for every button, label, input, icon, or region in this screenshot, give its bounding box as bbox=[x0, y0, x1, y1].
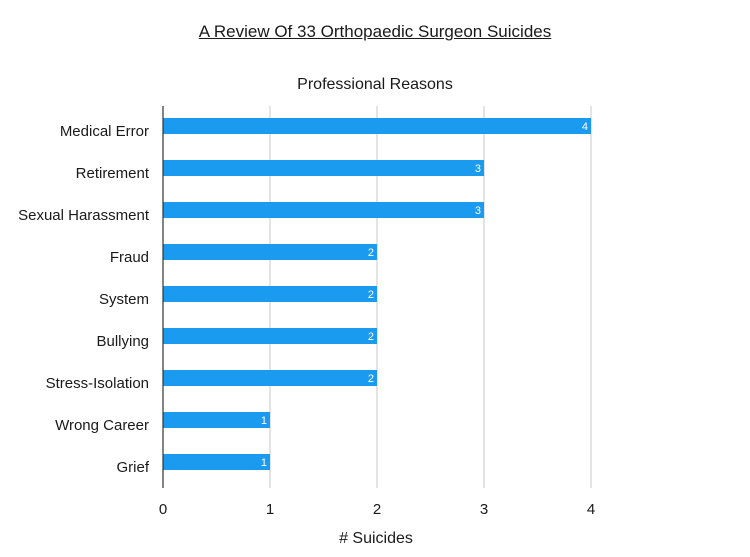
category-label: Bullying bbox=[96, 333, 149, 350]
bar-wrong-career bbox=[163, 412, 270, 428]
x-tick-label: 4 bbox=[587, 501, 595, 518]
data-label: 2 bbox=[368, 247, 374, 259]
bar-stress-isolation bbox=[163, 370, 377, 386]
data-label: 3 bbox=[475, 163, 481, 175]
category-label: Retirement bbox=[76, 165, 150, 182]
axes: 0 1 2 3 4 Medical Error Retirement Sexual Haras… bbox=[18, 106, 595, 518]
data-label: 2 bbox=[368, 373, 374, 385]
data-label: 4 bbox=[582, 121, 588, 133]
x-tick-label: 1 bbox=[266, 501, 274, 518]
bar-sexual-harassment bbox=[163, 202, 484, 218]
bar-bullying bbox=[163, 328, 377, 344]
bars: 4 3 3 2 2 2 2 1 1 bbox=[163, 118, 591, 470]
data-label: 3 bbox=[475, 205, 481, 217]
x-tick-label: 2 bbox=[373, 501, 381, 518]
category-label: Fraud bbox=[110, 249, 149, 266]
chart-title: A Review Of 33 Orthopaedic Surgeon Suici… bbox=[198, 22, 552, 41]
x-axis-title: # Suicides bbox=[339, 530, 413, 547]
category-label: Medical Error bbox=[60, 123, 149, 140]
category-label: Grief bbox=[116, 459, 149, 476]
x-tick-label: 0 bbox=[159, 501, 167, 518]
bar-fraud bbox=[163, 244, 377, 260]
category-label: System bbox=[99, 291, 149, 308]
data-label: 2 bbox=[368, 331, 374, 343]
bar-system bbox=[163, 286, 377, 302]
data-label: 1 bbox=[261, 415, 267, 427]
category-label: Stress-Isolation bbox=[46, 375, 149, 392]
bar-retirement bbox=[163, 160, 484, 176]
x-tick-label: 3 bbox=[480, 501, 488, 518]
data-label: 1 bbox=[261, 457, 267, 469]
category-label: Wrong Career bbox=[55, 417, 149, 434]
data-label: 2 bbox=[368, 289, 374, 301]
bar-medical-error bbox=[163, 118, 591, 134]
category-label: Sexual Harassment bbox=[18, 207, 150, 224]
bar-grief bbox=[163, 454, 270, 470]
chart-subtitle: Professional Reasons bbox=[297, 76, 453, 93]
